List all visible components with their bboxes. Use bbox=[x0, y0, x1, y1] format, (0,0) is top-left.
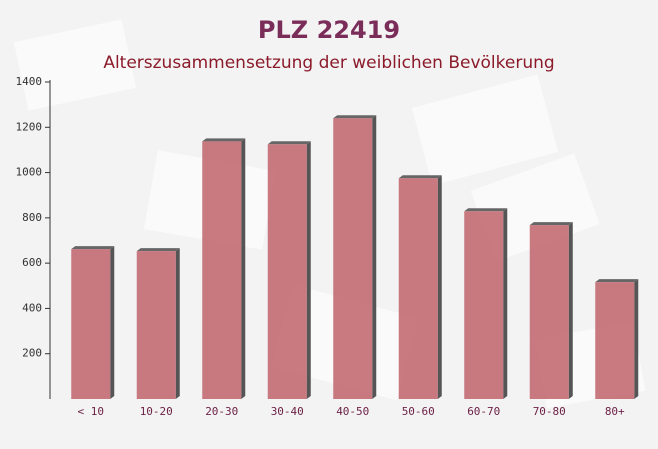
bar-top bbox=[71, 246, 115, 250]
bar bbox=[595, 282, 635, 399]
y-tick-label: 1200 bbox=[16, 120, 43, 133]
x-tick-label: 70-80 bbox=[533, 405, 566, 418]
x-tick-label: 30-40 bbox=[271, 405, 304, 418]
bar-top bbox=[595, 279, 639, 283]
bar bbox=[529, 225, 569, 399]
bar-shadow bbox=[503, 208, 508, 399]
bar-shadow bbox=[241, 138, 246, 399]
bar bbox=[267, 144, 307, 399]
bar-shadow bbox=[437, 175, 442, 399]
bar-top bbox=[464, 208, 508, 212]
bar bbox=[71, 249, 111, 399]
bar-shadow bbox=[634, 279, 639, 399]
bar-top bbox=[333, 115, 377, 119]
y-tick-label: 400 bbox=[22, 301, 42, 314]
bar-shadow bbox=[175, 248, 180, 399]
y-tick-label: 1000 bbox=[16, 166, 43, 179]
bar bbox=[464, 211, 504, 399]
bar-top bbox=[136, 248, 180, 252]
y-tick-label: 800 bbox=[22, 211, 42, 224]
x-tick-label: 80+ bbox=[605, 405, 625, 418]
bar-shadow bbox=[110, 246, 115, 399]
chart-subtitle: Alterszusammensetzung der weiblichen Bev… bbox=[103, 53, 554, 73]
chart-title: PLZ 22419 bbox=[258, 16, 400, 44]
y-tick-label: 600 bbox=[22, 256, 42, 269]
x-tick-label: < 10 bbox=[78, 405, 105, 418]
x-tick-label: 50-60 bbox=[402, 405, 435, 418]
bar-shadow bbox=[372, 115, 377, 399]
bar bbox=[333, 118, 373, 399]
bar-shadow bbox=[306, 141, 311, 399]
bar-shadow bbox=[568, 222, 573, 399]
y-tick-label: 200 bbox=[22, 347, 42, 360]
bar bbox=[398, 178, 438, 399]
bar-top bbox=[398, 175, 442, 179]
bar-top bbox=[529, 222, 573, 226]
x-tick-label: 20-30 bbox=[205, 405, 238, 418]
bar-top bbox=[267, 141, 311, 145]
x-tick-label: 40-50 bbox=[336, 405, 369, 418]
x-tick-label: 10-20 bbox=[140, 405, 173, 418]
y-tick-label: 1400 bbox=[16, 75, 43, 88]
bar bbox=[202, 141, 242, 399]
bar-top bbox=[202, 138, 246, 142]
x-tick-label: 60-70 bbox=[467, 405, 500, 418]
bar bbox=[136, 251, 176, 399]
